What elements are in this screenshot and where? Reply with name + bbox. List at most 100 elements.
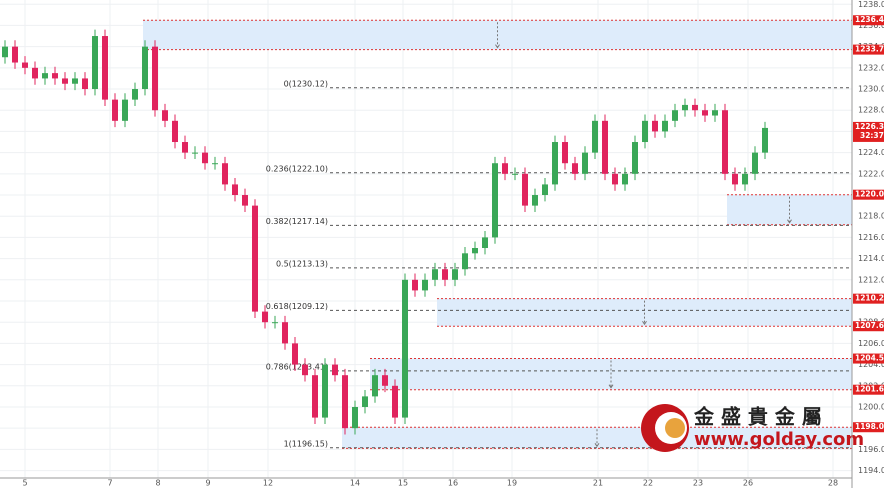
y-tick-label: 1218.00: [858, 212, 884, 221]
candle-body: [542, 184, 548, 196]
candle-body: [262, 311, 268, 323]
candle-body: [552, 142, 558, 185]
x-tick-label: 12: [263, 479, 273, 488]
price-tag: [853, 44, 884, 55]
candle-body: [302, 364, 308, 376]
candle-body: [372, 375, 378, 397]
candle-body: [452, 269, 458, 280]
candle-body: [682, 104, 688, 111]
candle-body: [592, 120, 598, 153]
fib-label: 0(1230.12): [284, 79, 328, 88]
y-tick-label: 1204.00: [858, 360, 884, 369]
candle-body: [522, 173, 528, 206]
fib-label: 0.382(1217.14): [266, 217, 328, 226]
x-tick-label: 21: [593, 479, 603, 488]
candle-body: [712, 110, 718, 116]
price-tag-label: 1233.72: [855, 45, 884, 54]
price-tag-label: 1207.62: [855, 321, 884, 330]
fib-label: 1(1196.15): [284, 439, 328, 448]
x-tick-label: 5: [22, 479, 27, 488]
logo-core: [665, 418, 685, 438]
fib-label: 0.618(1209.12): [266, 302, 328, 311]
candle-body: [292, 343, 298, 365]
candle-body: [752, 152, 758, 174]
candle-body: [572, 163, 578, 174]
candle-body: [42, 73, 48, 79]
candle-body: [172, 120, 178, 143]
candle-body: [52, 73, 58, 79]
countdown-label: 32:37: [860, 131, 884, 140]
y-tick-label: 1230.00: [858, 85, 884, 94]
candle-body: [162, 110, 168, 121]
zone-arrow-head: [787, 219, 792, 224]
x-tick-label: 9: [205, 479, 210, 488]
y-tick-label: 1232.00: [858, 63, 884, 72]
x-tick-label: 28: [828, 479, 838, 488]
x-tick-label: 7: [107, 479, 112, 488]
candle-body: [112, 99, 118, 121]
x-tick-label: 19: [507, 479, 517, 488]
candle-body: [62, 78, 68, 84]
price-tag: [853, 321, 884, 332]
candle-body: [402, 279, 408, 418]
candle-body: [322, 364, 328, 418]
candle-body: [462, 253, 468, 270]
candle-body: [12, 46, 18, 63]
price-tag-label: 1236.49: [855, 15, 884, 24]
y-tick-label: 1228.00: [858, 106, 884, 115]
brand-url: www.golday.com: [694, 429, 864, 450]
y-tick-label: 1238.00: [858, 0, 884, 9]
candle-body: [342, 375, 348, 429]
current-price-tag: [853, 121, 884, 142]
candle-body: [202, 152, 208, 164]
candle-body: [622, 173, 628, 185]
y-tick-label: 1200.00: [858, 402, 884, 411]
zone-arrow-head: [594, 443, 600, 448]
candle-body: [672, 110, 678, 121]
price-tag: [853, 384, 884, 395]
candle-body: [502, 163, 508, 174]
candle-body: [22, 62, 28, 68]
candle-body: [602, 120, 608, 174]
candle-body: [142, 46, 148, 90]
y-tick-label: 1216.00: [858, 233, 884, 242]
candle-body: [492, 163, 498, 238]
y-tick-label: 1224.00: [858, 148, 884, 157]
candle-body: [242, 195, 248, 206]
candle-body: [132, 89, 138, 100]
candle-body: [652, 120, 658, 132]
price-tag: [853, 422, 884, 433]
candle-body: [2, 46, 8, 58]
candle-body: [662, 120, 668, 132]
candle-body: [362, 396, 368, 407]
candle-body: [232, 184, 238, 196]
x-tick-label: 22: [643, 479, 653, 488]
candle-body: [442, 269, 448, 280]
x-tick-label: 16: [448, 479, 458, 488]
candle-body: [272, 322, 278, 324]
fib-label: 0.5(1213.13): [276, 259, 328, 268]
x-tick-label: 8: [155, 479, 160, 488]
candle-body: [632, 142, 638, 174]
candle-body: [702, 110, 708, 116]
y-tick-label: 1214.00: [858, 254, 884, 263]
price-tag: [853, 293, 884, 304]
candle-body: [722, 110, 728, 174]
candle-body: [432, 269, 438, 280]
x-tick-label: 15: [398, 479, 408, 488]
candle-body: [512, 173, 518, 175]
price-tag: [853, 15, 884, 26]
fib-label: 0.786(1203.41): [266, 362, 328, 371]
candle-body: [382, 375, 388, 386]
candle-body: [82, 78, 88, 90]
price-tag-label: 1201.63: [855, 385, 884, 394]
candle-body: [482, 237, 488, 249]
candle-body: [252, 205, 258, 312]
candle-body: [32, 67, 38, 79]
y-tick-label: 1196.00: [858, 445, 884, 454]
candle-body: [182, 142, 188, 153]
candle-body: [412, 279, 418, 291]
price-tag: [853, 353, 884, 364]
zone-arrow-head: [495, 44, 500, 49]
